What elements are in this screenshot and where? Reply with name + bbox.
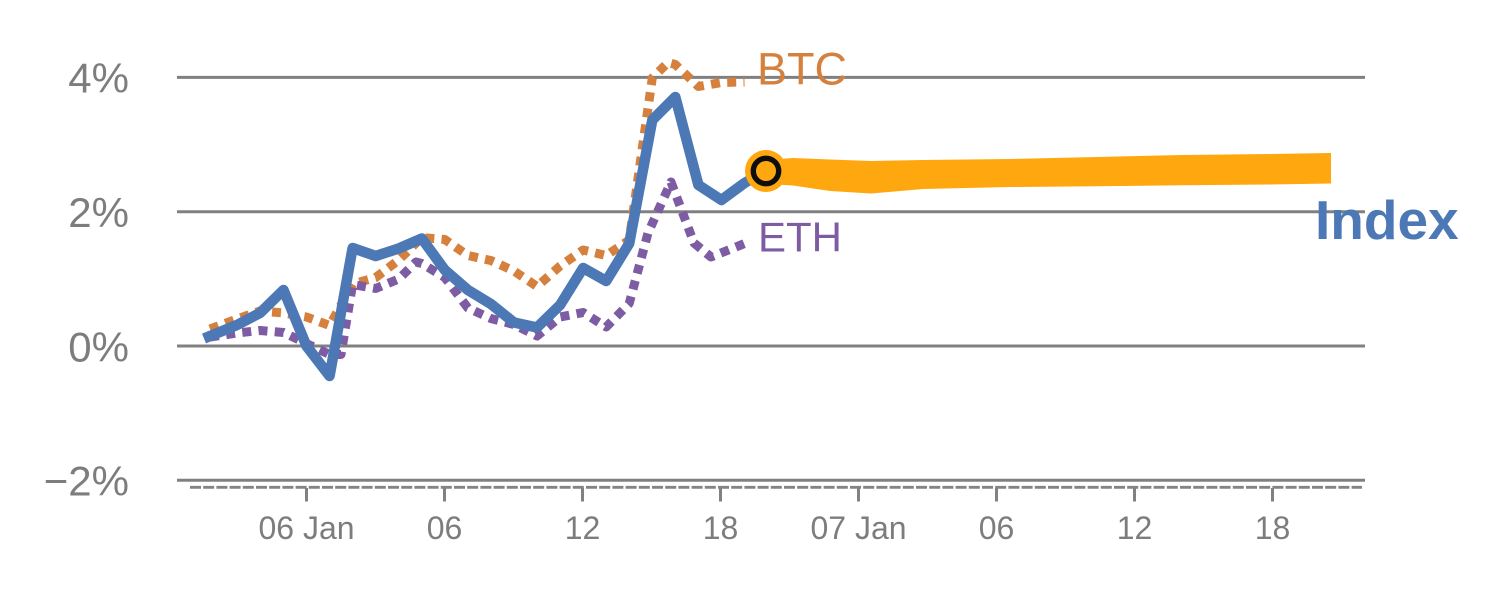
svg-text:07 Jan: 07 Jan — [810, 510, 906, 546]
svg-text:12: 12 — [1117, 510, 1153, 546]
svg-text:06: 06 — [427, 510, 463, 546]
svg-text:Index: Index — [1315, 189, 1459, 251]
svg-text:ETH: ETH — [758, 214, 842, 261]
svg-text:06 Jan: 06 Jan — [258, 510, 354, 546]
svg-text:18: 18 — [703, 510, 739, 546]
svg-text:0%: 0% — [68, 323, 129, 370]
svg-text:12: 12 — [565, 510, 601, 546]
svg-text:18: 18 — [1255, 510, 1291, 546]
svg-text:2%: 2% — [68, 189, 129, 236]
svg-text:BTC: BTC — [757, 44, 847, 95]
svg-text:4%: 4% — [68, 55, 129, 102]
svg-text:−2%: −2% — [44, 458, 129, 505]
svg-text:06: 06 — [979, 510, 1015, 546]
